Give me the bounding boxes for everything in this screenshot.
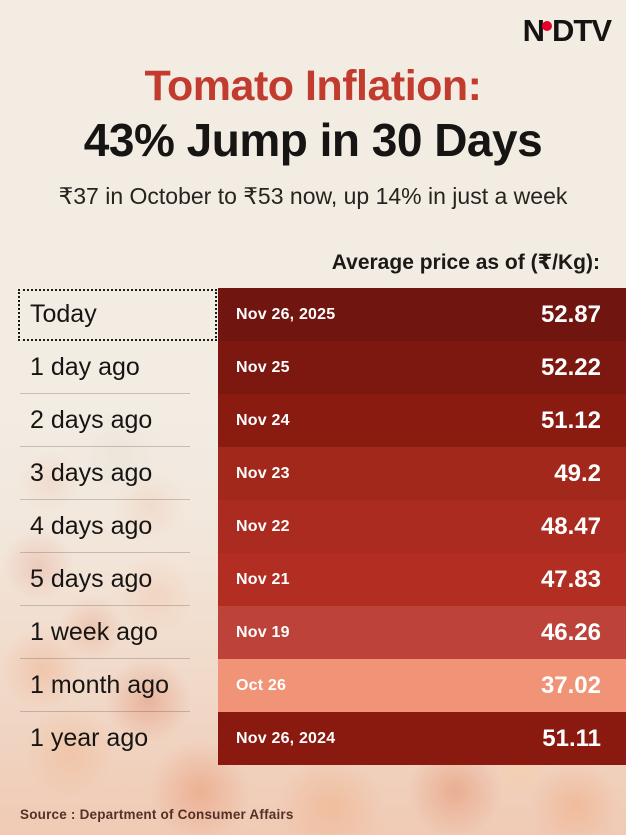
row-period-cell: 1 year ago	[0, 712, 218, 765]
row-date-label: Nov 25	[236, 358, 290, 376]
page-title-line1: Tomato Inflation:	[144, 62, 482, 110]
row-period-label: 5 days ago	[30, 565, 153, 593]
ndtv-logo: N DTV	[522, 13, 612, 49]
price-table: Today Nov 26, 2025 52.87 1 day ago Nov 2…	[0, 288, 626, 765]
row-price-value: 48.47	[540, 512, 601, 540]
row-date-label: Nov 26, 2024	[236, 729, 336, 747]
table-row: 5 days ago Nov 21 47.83	[0, 553, 626, 606]
row-period-cell: 1 day ago	[0, 341, 218, 394]
row-date-label: Nov 23	[236, 464, 290, 482]
price-column-header: Average price as of (₹/Kg):	[331, 251, 600, 274]
row-period-cell: 1 month ago	[0, 659, 218, 712]
row-date-label: Nov 24	[236, 411, 290, 429]
row-date-label: Nov 22	[236, 517, 290, 535]
row-price-value: 47.83	[540, 565, 601, 593]
table-row: 3 days ago Nov 23 49.2	[0, 447, 626, 500]
row-price-value: 46.26	[540, 618, 601, 646]
row-period-cell: Today	[0, 288, 218, 341]
row-period-label: 1 day ago	[30, 353, 140, 381]
row-period-label: 1 year ago	[30, 724, 149, 752]
row-price-value: 51.11	[542, 724, 601, 752]
row-date-label: Nov 26, 2025	[236, 305, 336, 323]
row-price-cell: Nov 24 51.12	[218, 394, 626, 447]
row-period-cell: 3 days ago	[0, 447, 218, 500]
table-row: 1 week ago Nov 19 46.26	[0, 606, 626, 659]
row-date-label: Nov 21	[236, 570, 290, 588]
row-price-cell: Nov 26, 2024 51.11	[218, 712, 626, 765]
row-price-cell: Nov 23 49.2	[218, 447, 626, 500]
row-price-value: 52.87	[540, 300, 601, 328]
row-price-cell: Nov 22 48.47	[218, 500, 626, 553]
ndtv-logo-dtv: DTV	[552, 13, 612, 48]
row-date-label: Oct 26	[236, 676, 287, 694]
row-price-cell: Nov 26, 2025 52.87	[218, 288, 626, 341]
row-price-cell: Nov 19 46.26	[218, 606, 626, 659]
table-row: 1 year ago Nov 26, 2024 51.11	[0, 712, 626, 765]
row-period-label: Today	[30, 300, 97, 328]
page-title-line2: 43% Jump in 30 Days	[83, 114, 543, 166]
row-price-value: 51.12	[540, 406, 601, 434]
row-price-value: 49.2	[554, 459, 601, 487]
row-period-label: 4 days ago	[30, 512, 153, 540]
page-subtitle: ₹37 in October to ₹53 now, up 14% in jus…	[58, 183, 568, 209]
row-period-cell: 2 days ago	[0, 394, 218, 447]
row-date-label: Nov 19	[236, 623, 290, 641]
table-row: 1 month ago Oct 26 37.02	[0, 659, 626, 712]
ndtv-logo-n: N	[522, 13, 545, 48]
row-price-cell: Oct 26 37.02	[218, 659, 626, 712]
row-period-cell: 5 days ago	[0, 553, 218, 606]
row-price-value: 52.22	[540, 353, 601, 381]
row-price-cell: Nov 21 47.83	[218, 553, 626, 606]
table-row: 4 days ago Nov 22 48.47	[0, 500, 626, 553]
row-period-cell: 1 week ago	[0, 606, 218, 659]
table-row: 2 days ago Nov 24 51.12	[0, 394, 626, 447]
row-period-cell: 4 days ago	[0, 500, 218, 553]
row-price-value: 37.02	[540, 671, 601, 699]
table-row: Today Nov 26, 2025 52.87	[0, 288, 626, 341]
row-period-label: 2 days ago	[30, 406, 153, 434]
row-period-label: 3 days ago	[30, 459, 153, 487]
table-row: 1 day ago Nov 25 52.22	[0, 341, 626, 394]
ndtv-logo-red-dot-icon	[542, 21, 552, 31]
row-period-label: 1 month ago	[30, 671, 169, 699]
source-note: Source : Department of Consumer Affairs	[20, 807, 294, 822]
row-period-label: 1 week ago	[30, 618, 158, 646]
row-price-cell: Nov 25 52.22	[218, 341, 626, 394]
